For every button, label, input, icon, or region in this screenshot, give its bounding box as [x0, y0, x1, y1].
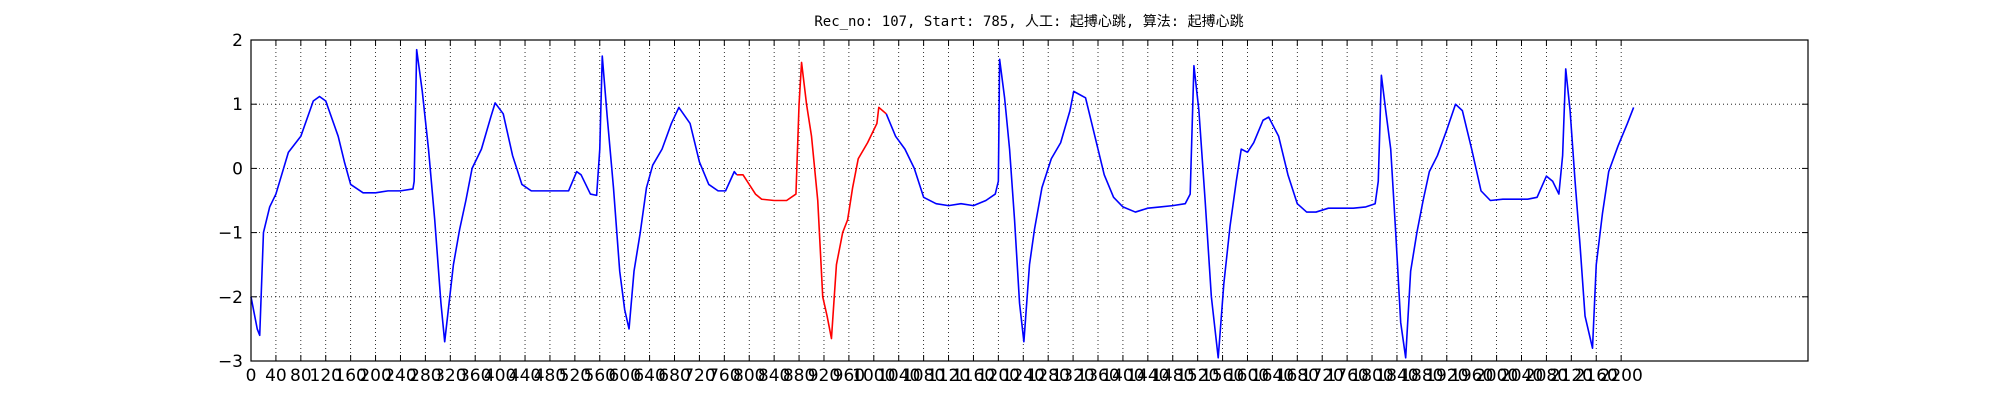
x-tick-label: 1720	[1301, 366, 1344, 386]
y-tick-label: 2	[232, 31, 243, 51]
x-tick-label: 1240	[1002, 366, 1045, 386]
x-tick-label: 600	[608, 366, 640, 386]
x-tick-label: 960	[833, 366, 865, 386]
x-tick-label: 1480	[1151, 366, 1194, 386]
x-tick-label: 680	[658, 366, 690, 386]
x-tick-label: 200	[359, 366, 391, 386]
x-tick-label: 520	[559, 366, 591, 386]
x-tick-label: 1040	[877, 366, 920, 386]
x-tick-label: 1960	[1450, 366, 1493, 386]
x-tick-label: 880	[783, 366, 815, 386]
x-tick-label: 1080	[902, 366, 945, 386]
plot-frame	[250, 39, 1809, 362]
x-tick-label: 480	[534, 366, 566, 386]
x-tick-label: 0	[246, 366, 257, 386]
x-tick-label: 240	[384, 366, 416, 386]
x-tick-label: 1520	[1176, 366, 1219, 386]
x-tick-label: 120	[310, 366, 342, 386]
signal-line	[736, 61, 887, 340]
x-tick-label: 1840	[1375, 366, 1418, 386]
y-tick-label: 0	[232, 159, 243, 179]
x-tick-label: 1800	[1350, 366, 1393, 386]
signal-line	[250, 48, 1635, 359]
x-tick-label: 1600	[1226, 366, 1269, 386]
x-tick-label: 800	[733, 366, 765, 386]
x-tick-label: 1760	[1325, 366, 1368, 386]
y-tick-label: −2	[218, 288, 243, 308]
y-tick-label: 1	[232, 95, 243, 115]
x-tick-label: 1920	[1425, 366, 1468, 386]
y-tick-label: −1	[218, 224, 243, 244]
x-tick-label: 2040	[1500, 366, 1543, 386]
x-tick-label: 720	[683, 366, 715, 386]
x-tick-label: 1160	[952, 366, 995, 386]
x-tick-label: 560	[584, 366, 616, 386]
x-tick-label: 1120	[927, 366, 970, 386]
x-tick-label: 400	[484, 366, 516, 386]
x-tick-label: 920	[808, 366, 840, 386]
x-tick-label: 2080	[1525, 366, 1568, 386]
x-tick-label: 1640	[1251, 366, 1294, 386]
x-tick-label: 1360	[1076, 366, 1119, 386]
x-tick-label: 280	[409, 366, 441, 386]
x-tick-label: 1680	[1276, 366, 1319, 386]
x-tick-label: 1200	[977, 366, 1020, 386]
x-tick-label: 1000	[852, 366, 895, 386]
x-tick-label: 160	[334, 366, 366, 386]
y-tick-label: −3	[218, 352, 243, 372]
x-tick-label: 1880	[1400, 366, 1443, 386]
x-tick-label: 640	[633, 366, 665, 386]
x-tick-label: 840	[758, 366, 790, 386]
x-tick-label: 1400	[1101, 366, 1144, 386]
x-tick-label: 320	[434, 366, 466, 386]
x-tick-label: 760	[708, 366, 740, 386]
x-tick-label: 2120	[1550, 366, 1593, 386]
x-tick-label: 440	[509, 366, 541, 386]
x-tick-label: 2160	[1575, 366, 1618, 386]
x-tick-label: 80	[290, 366, 312, 386]
chart-title: Rec_no: 107, Start: 785, 人工: 起搏心跳, 算法: 起…	[814, 13, 1243, 30]
x-tick-label: 1440	[1126, 366, 1169, 386]
x-tick-label: 1560	[1201, 366, 1244, 386]
x-tick-label: 1320	[1051, 366, 1094, 386]
x-tick-label: 40	[265, 366, 287, 386]
x-tick-label: 2000	[1475, 366, 1518, 386]
x-tick-label: 1280	[1027, 366, 1070, 386]
x-tick-label: 360	[459, 366, 491, 386]
x-tick-label: 2200	[1600, 366, 1643, 386]
